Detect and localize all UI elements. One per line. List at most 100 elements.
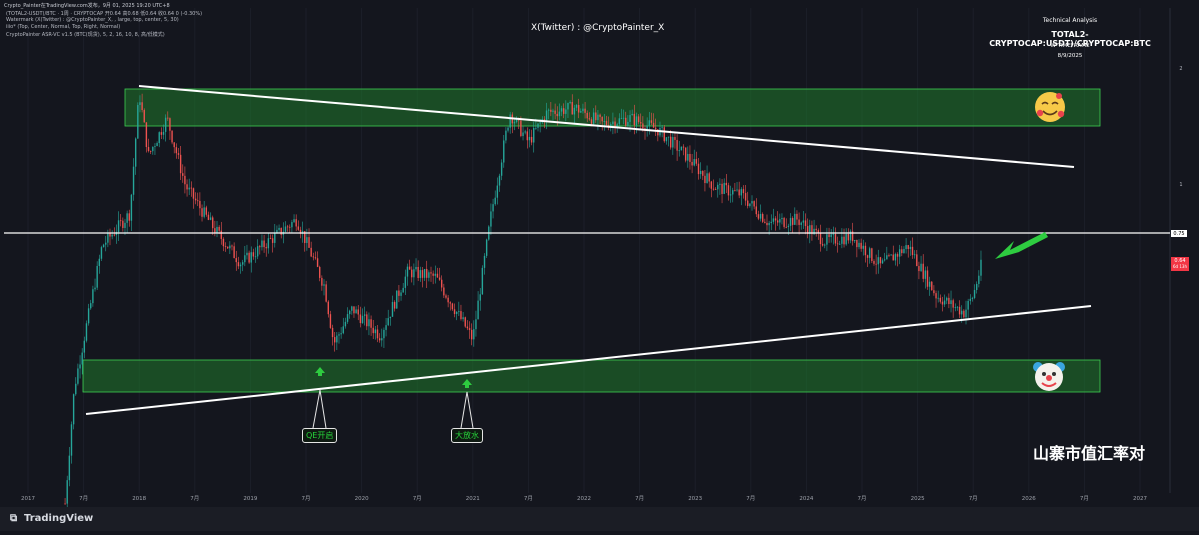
- candle-body: [770, 221, 772, 223]
- candle-body: [785, 226, 787, 228]
- candle-body: [169, 118, 171, 131]
- candle-body: [535, 127, 537, 129]
- candle-body: [376, 329, 379, 339]
- candle-body: [284, 226, 287, 232]
- candle-body: [481, 267, 484, 295]
- candle-body: [188, 187, 190, 190]
- candle-body: [340, 333, 342, 335]
- candle-body: [485, 239, 488, 256]
- candle-body: [70, 424, 73, 456]
- candle-body: [171, 130, 173, 143]
- candle-body: [612, 121, 614, 125]
- candle-body: [580, 111, 582, 113]
- tradingview-logo[interactable]: ⧉ TradingView: [10, 513, 93, 524]
- candle-body: [924, 270, 927, 279]
- candle-body: [892, 254, 894, 261]
- candle-body: [278, 227, 280, 230]
- vertical-grid: [27, 8, 1141, 493]
- candle-body: [505, 130, 507, 141]
- candle-body: [717, 184, 719, 190]
- candle-body: [466, 326, 469, 329]
- candle-body: [693, 159, 695, 166]
- candle-body: [458, 311, 460, 312]
- candle-body: [289, 226, 291, 228]
- candle-body: [704, 175, 706, 184]
- candle-body: [845, 233, 847, 245]
- candle-body: [548, 109, 550, 111]
- candle-body: [304, 231, 306, 243]
- candle-body: [689, 153, 691, 162]
- candle-body: [411, 269, 413, 278]
- candle-body: [699, 170, 702, 175]
- candle-body: [479, 294, 481, 301]
- candle-body: [96, 265, 98, 288]
- price-tick-1: 1: [1179, 182, 1183, 188]
- candle-body: [338, 334, 340, 336]
- chinese-title: 山寨市值汇率对: [1033, 444, 1146, 463]
- candle-body: [477, 300, 479, 320]
- candle-body: [310, 247, 312, 257]
- candle-body: [732, 190, 734, 195]
- candle-body: [640, 122, 642, 124]
- level-price-label-box: [1171, 230, 1187, 237]
- candle-body: [370, 319, 372, 328]
- candle-body: [124, 222, 126, 228]
- candle-body: [817, 230, 820, 233]
- ta-symbol: TOTAL2-CRYPTOCAP:USDT)/CRYPTOCAP:BTC: [989, 30, 1151, 48]
- candle-body: [306, 237, 308, 243]
- candle-body: [918, 266, 920, 272]
- candle-body: [184, 175, 186, 185]
- candle-body: [436, 273, 439, 278]
- candle-body: [813, 228, 815, 235]
- candle-body: [779, 219, 781, 223]
- candle-body: [419, 270, 422, 278]
- candle-body: [832, 233, 835, 235]
- candle-body: [522, 132, 524, 137]
- legend-asr-line[interactable]: CryptoPainter ASR-VC v1.5 (BTC(现货), 5, 2…: [6, 32, 165, 38]
- candle-body: [676, 139, 678, 151]
- candle-body: [503, 140, 505, 163]
- candle-body: [241, 262, 244, 265]
- candle-body: [577, 105, 580, 113]
- candle-body: [246, 252, 248, 256]
- candle-body: [877, 257, 879, 265]
- last-price-value: 0.64: [1174, 258, 1186, 264]
- legend-symbol-line[interactable]: (TOTAL2-USDT)/BTC · 1周 · CRYPTOCAP 开0.64…: [6, 11, 203, 17]
- candle-body: [819, 232, 822, 245]
- candle-body: [909, 246, 912, 249]
- candle-body: [618, 118, 621, 125]
- candle-body: [815, 228, 817, 231]
- candle-body: [789, 218, 792, 226]
- candle-body: [866, 255, 869, 258]
- candle-body: [359, 314, 362, 324]
- candle-body: [400, 292, 402, 296]
- candle-body: [847, 233, 850, 241]
- candle-body: [216, 226, 218, 234]
- candle-body: [98, 258, 101, 266]
- candle-body: [100, 247, 103, 259]
- candle-body: [77, 368, 79, 384]
- candle-body: [614, 121, 616, 128]
- legend-indicator-line[interactable]: iiio* (Top, Center, Normal, Top, Right, …: [6, 24, 121, 30]
- candle-body: [657, 129, 659, 136]
- time-tick-label: 2021: [466, 496, 480, 502]
- candle-body: [280, 227, 282, 235]
- candle-body: [396, 290, 398, 309]
- candle-body: [149, 150, 152, 152]
- candle-body: [738, 189, 740, 196]
- tradingview-logo-icon: ⧉: [10, 513, 18, 524]
- last-price-badge: [1171, 257, 1189, 271]
- candle-body: [209, 217, 212, 220]
- legend-watermark-line[interactable]: Watermark (X(Twitter) : @CryptoPainter_X…: [6, 17, 179, 23]
- candle-body: [753, 201, 755, 207]
- candle-body: [421, 270, 424, 278]
- candle-body: [130, 194, 133, 221]
- candle-body: [194, 198, 197, 201]
- candle-body: [787, 225, 790, 227]
- candle-body: [197, 200, 199, 202]
- candle-body: [267, 238, 270, 249]
- candle-body: [158, 132, 160, 144]
- candle-body: [841, 236, 843, 244]
- candle-body: [599, 114, 601, 117]
